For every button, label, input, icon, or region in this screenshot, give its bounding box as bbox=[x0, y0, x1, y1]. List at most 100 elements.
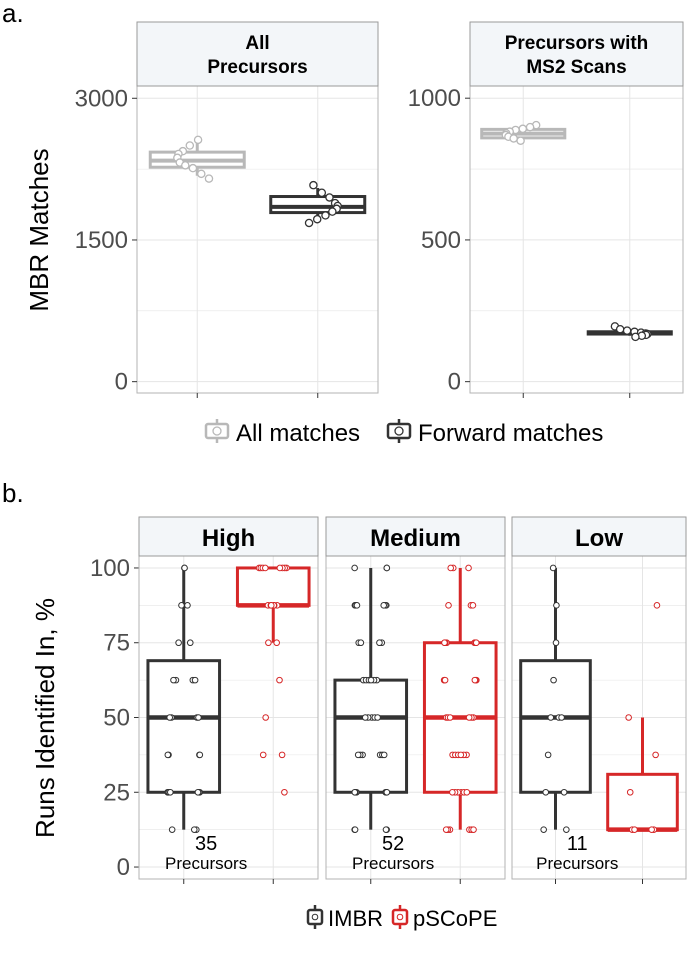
data-point bbox=[563, 826, 570, 833]
data-point bbox=[181, 161, 190, 170]
count-unit: Precursors bbox=[165, 854, 247, 873]
y-tick-label: 1000 bbox=[408, 85, 461, 112]
data-point bbox=[382, 826, 390, 833]
data-point bbox=[325, 193, 334, 202]
data-point bbox=[549, 564, 557, 572]
data-point bbox=[197, 169, 206, 179]
data-point bbox=[550, 676, 557, 684]
data-point bbox=[196, 751, 204, 759]
facet-strip bbox=[511, 516, 687, 557]
data-point bbox=[188, 163, 198, 173]
box-iqr bbox=[606, 772, 679, 832]
panel-a-ylabel: MBR Matches bbox=[24, 148, 54, 311]
data-point bbox=[276, 564, 284, 572]
facet-title: Precursors with bbox=[505, 33, 649, 54]
data-point bbox=[175, 639, 182, 647]
data-point bbox=[281, 788, 288, 796]
data-point bbox=[262, 714, 269, 721]
count-label: 11 bbox=[567, 833, 588, 855]
count-unit: Precursors bbox=[352, 854, 434, 873]
facet-strip bbox=[325, 516, 506, 557]
data-point bbox=[351, 788, 359, 796]
legend-key-point bbox=[394, 426, 404, 436]
facet-strip bbox=[138, 516, 319, 557]
facet-title: Precursors bbox=[207, 57, 307, 78]
legend-label: pSCoPE bbox=[413, 906, 497, 931]
box-iqr bbox=[235, 566, 311, 607]
data-point bbox=[516, 136, 525, 145]
count-unit: Precursors bbox=[536, 854, 618, 873]
data-point bbox=[186, 639, 194, 647]
data-point bbox=[383, 788, 391, 796]
y-tick-label: 3000 bbox=[75, 85, 128, 112]
facet-title: High bbox=[202, 525, 255, 552]
data-point bbox=[278, 751, 286, 759]
data-point bbox=[195, 714, 202, 721]
data-point bbox=[631, 826, 638, 833]
data-point bbox=[463, 788, 471, 796]
data-point bbox=[442, 826, 450, 833]
data-point bbox=[615, 324, 625, 334]
data-point bbox=[376, 639, 383, 647]
data-point bbox=[357, 639, 365, 647]
data-point bbox=[380, 751, 388, 759]
y-tick-label: 0 bbox=[117, 854, 130, 881]
data-point bbox=[317, 188, 327, 197]
data-point bbox=[652, 751, 659, 759]
legend-key-point bbox=[396, 913, 404, 921]
box-iqr bbox=[146, 659, 222, 794]
data-point bbox=[631, 332, 640, 342]
panel-a-tag: a. bbox=[2, 0, 24, 28]
data-point bbox=[446, 714, 454, 721]
data-point bbox=[469, 602, 477, 609]
data-point bbox=[190, 826, 198, 833]
data-point bbox=[181, 564, 188, 572]
facet-title: MS2 Scans bbox=[526, 57, 626, 78]
data-point bbox=[367, 676, 375, 684]
count-label: 35 bbox=[195, 833, 217, 855]
data-point bbox=[553, 602, 560, 609]
data-point bbox=[441, 676, 449, 684]
y-tick-label: 1500 bbox=[75, 227, 128, 254]
data-point bbox=[164, 751, 172, 759]
count-label: 52 bbox=[382, 833, 404, 855]
y-tick-label: 0 bbox=[448, 369, 461, 396]
data-point bbox=[259, 751, 267, 759]
data-point bbox=[472, 639, 480, 647]
data-point bbox=[191, 676, 199, 684]
data-point bbox=[178, 602, 185, 609]
data-point bbox=[351, 826, 359, 833]
data-point bbox=[261, 564, 269, 572]
data-point bbox=[193, 135, 203, 145]
data-point bbox=[276, 676, 283, 684]
data-point bbox=[321, 211, 330, 220]
legend-key bbox=[391, 905, 409, 929]
data-point bbox=[625, 714, 632, 721]
data-point bbox=[304, 218, 314, 228]
data-point bbox=[465, 564, 472, 572]
data-point bbox=[267, 602, 275, 609]
legend-label: Forward matches bbox=[418, 420, 603, 447]
data-point bbox=[353, 602, 361, 609]
panel-b-tag: b. bbox=[2, 478, 24, 508]
data-point bbox=[361, 714, 369, 721]
data-point bbox=[648, 826, 655, 833]
y-tick-label: 75 bbox=[103, 630, 130, 657]
legend-key bbox=[204, 419, 230, 443]
y-tick-label: 50 bbox=[103, 705, 130, 732]
data-point bbox=[518, 124, 528, 134]
data-point bbox=[558, 714, 565, 721]
y-tick-label: 100 bbox=[90, 555, 130, 582]
data-point bbox=[185, 141, 195, 150]
legend-label: IMBR bbox=[328, 906, 383, 931]
data-point bbox=[167, 788, 174, 796]
facet-strip bbox=[469, 21, 684, 87]
data-point bbox=[540, 826, 547, 833]
y-tick-label: 25 bbox=[103, 779, 130, 806]
facet-title: Medium bbox=[370, 525, 461, 552]
data-point bbox=[168, 826, 176, 833]
data-point bbox=[457, 751, 465, 759]
legend-key-point bbox=[311, 913, 319, 921]
y-tick-label: 500 bbox=[421, 227, 461, 254]
data-point bbox=[544, 751, 552, 759]
